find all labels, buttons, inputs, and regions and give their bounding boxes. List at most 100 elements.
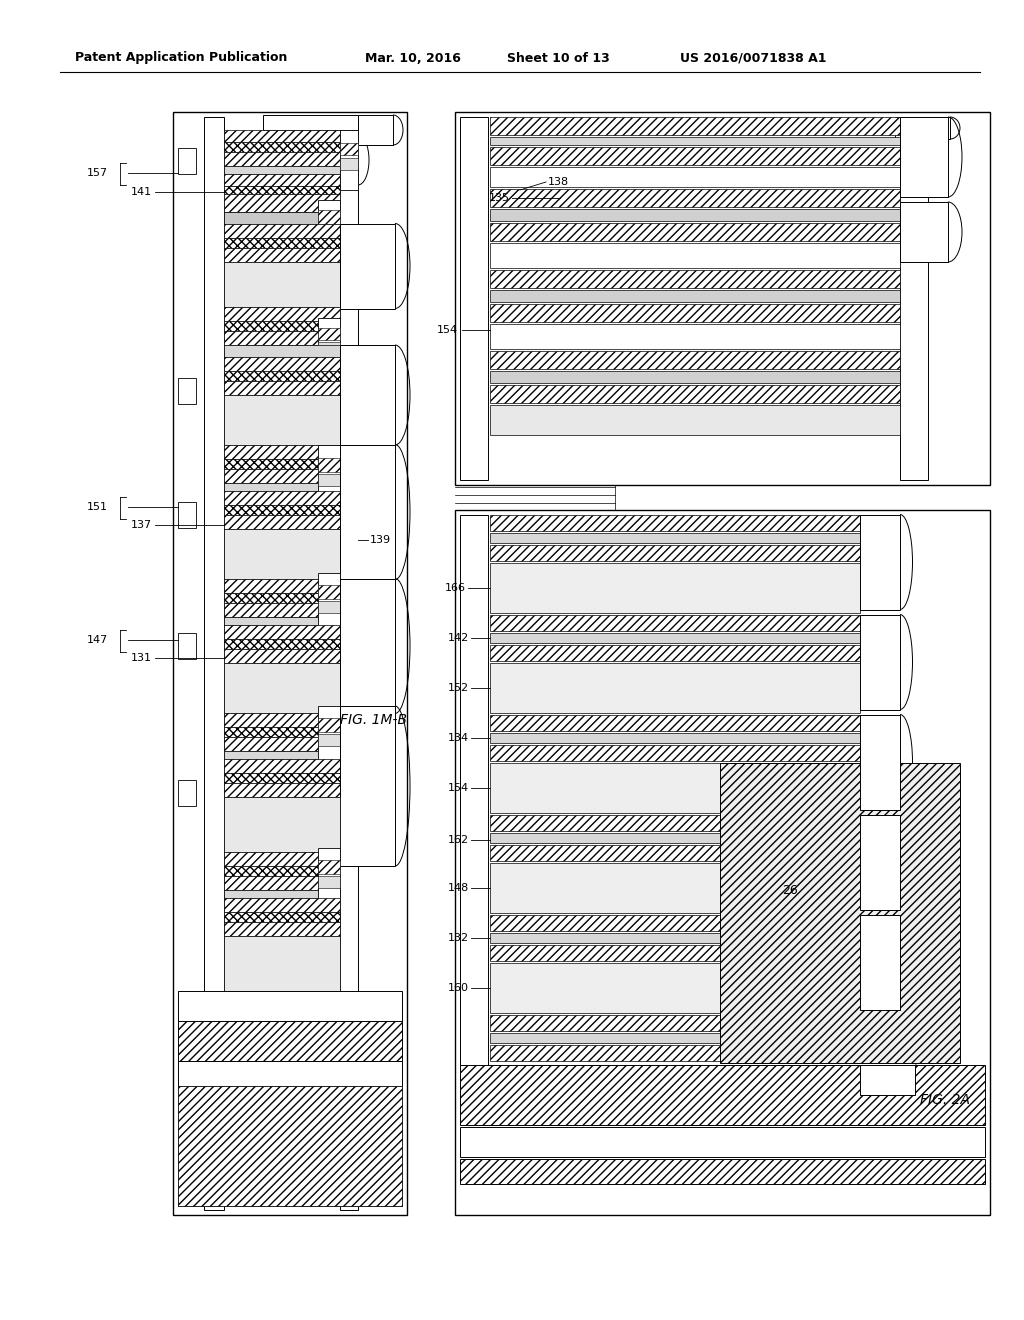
Bar bbox=[318, 226, 340, 238]
Bar bbox=[178, 1086, 402, 1206]
Bar bbox=[490, 845, 860, 861]
Bar bbox=[340, 143, 358, 154]
Bar bbox=[460, 1159, 985, 1184]
Bar bbox=[490, 964, 860, 1012]
Bar bbox=[318, 327, 340, 341]
Bar bbox=[224, 529, 340, 579]
Bar bbox=[224, 797, 340, 851]
Bar bbox=[490, 1045, 860, 1061]
Bar bbox=[224, 774, 340, 783]
Bar bbox=[318, 445, 340, 506]
Bar bbox=[490, 733, 860, 743]
Bar bbox=[900, 117, 948, 197]
Bar bbox=[224, 371, 340, 381]
Bar bbox=[178, 148, 196, 174]
Bar bbox=[860, 515, 900, 610]
Bar bbox=[358, 115, 393, 145]
Bar bbox=[178, 1086, 402, 1206]
Bar bbox=[178, 634, 196, 659]
Bar bbox=[224, 921, 340, 936]
Bar bbox=[490, 1015, 860, 1031]
Text: 148: 148 bbox=[447, 883, 469, 894]
Bar bbox=[224, 491, 340, 506]
Bar bbox=[490, 189, 900, 207]
Bar bbox=[895, 117, 950, 139]
Bar bbox=[460, 1065, 985, 1125]
Bar bbox=[318, 718, 340, 733]
Text: 166: 166 bbox=[445, 583, 466, 593]
Bar bbox=[224, 308, 340, 321]
Bar bbox=[224, 321, 340, 331]
Bar bbox=[318, 210, 340, 224]
Bar bbox=[860, 814, 900, 909]
Bar bbox=[224, 751, 340, 759]
Bar bbox=[490, 243, 900, 268]
Bar bbox=[490, 814, 860, 832]
Text: 26: 26 bbox=[782, 883, 798, 896]
Bar bbox=[318, 876, 340, 888]
Bar bbox=[340, 129, 358, 190]
Bar bbox=[490, 304, 900, 322]
Bar bbox=[490, 533, 860, 543]
Bar bbox=[318, 458, 340, 473]
Bar bbox=[318, 573, 340, 634]
Bar bbox=[224, 713, 340, 727]
Bar bbox=[224, 143, 340, 152]
Bar bbox=[178, 1020, 402, 1061]
Text: 160: 160 bbox=[449, 983, 469, 993]
Bar bbox=[224, 663, 340, 713]
Text: 147: 147 bbox=[87, 635, 108, 645]
Bar bbox=[490, 223, 900, 242]
Bar bbox=[224, 248, 340, 261]
Bar bbox=[900, 202, 948, 261]
Bar bbox=[178, 502, 196, 528]
Bar bbox=[490, 564, 860, 612]
Bar bbox=[224, 936, 340, 991]
Text: 138: 138 bbox=[548, 177, 569, 187]
Bar bbox=[224, 737, 340, 751]
Bar bbox=[490, 147, 900, 165]
Text: 154: 154 bbox=[437, 325, 458, 335]
Bar bbox=[490, 933, 860, 942]
Bar bbox=[490, 385, 900, 403]
Bar bbox=[224, 238, 340, 248]
Bar bbox=[490, 323, 900, 348]
Bar bbox=[224, 624, 340, 639]
Bar bbox=[224, 876, 340, 890]
Bar bbox=[340, 345, 395, 445]
Text: 132: 132 bbox=[447, 933, 469, 942]
Bar bbox=[224, 129, 340, 143]
Text: 157: 157 bbox=[87, 168, 108, 178]
Bar bbox=[234, 1086, 285, 1107]
Bar bbox=[318, 601, 340, 612]
Bar bbox=[224, 649, 340, 663]
Bar bbox=[455, 510, 990, 1214]
Bar bbox=[178, 780, 196, 807]
Bar bbox=[178, 991, 402, 1020]
Text: 151: 151 bbox=[87, 502, 108, 512]
Bar bbox=[490, 371, 900, 383]
Text: Mar. 10, 2016: Mar. 10, 2016 bbox=[365, 51, 461, 65]
Bar bbox=[224, 445, 340, 459]
Bar bbox=[490, 634, 860, 643]
Bar bbox=[224, 166, 340, 174]
Bar bbox=[490, 137, 900, 145]
Bar bbox=[860, 1065, 915, 1096]
Text: 135: 135 bbox=[489, 193, 510, 203]
Bar bbox=[224, 759, 340, 774]
Text: FIG. 1M-B: FIG. 1M-B bbox=[340, 713, 407, 727]
Bar bbox=[340, 158, 358, 170]
Bar bbox=[490, 117, 900, 135]
Bar bbox=[178, 1061, 402, 1086]
Bar bbox=[490, 615, 860, 631]
Bar bbox=[318, 318, 340, 368]
Bar bbox=[318, 201, 340, 280]
Bar bbox=[318, 706, 340, 766]
Bar bbox=[224, 866, 340, 876]
Bar bbox=[490, 290, 900, 302]
Bar bbox=[490, 763, 860, 813]
Bar bbox=[224, 783, 340, 797]
Bar bbox=[490, 645, 860, 661]
Bar bbox=[318, 585, 340, 599]
Bar bbox=[224, 261, 340, 308]
